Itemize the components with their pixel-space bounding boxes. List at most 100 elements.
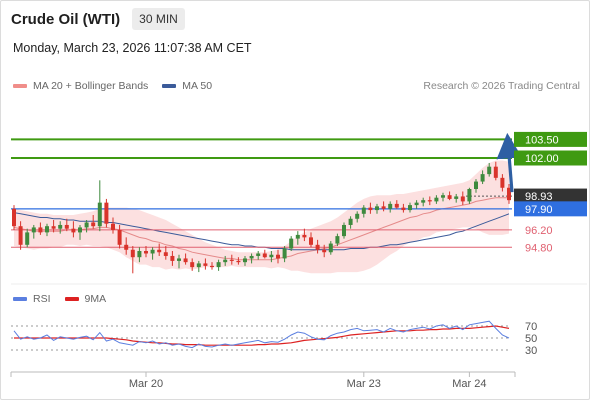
candle xyxy=(368,202,373,214)
candle-body xyxy=(177,258,181,261)
candle xyxy=(460,191,465,206)
rsi-tick-70: 70 xyxy=(525,321,537,333)
candle-body xyxy=(31,227,36,233)
candle xyxy=(78,224,82,240)
candle xyxy=(196,260,201,273)
candle xyxy=(276,249,280,264)
candle-body xyxy=(276,254,280,259)
candle xyxy=(480,170,485,185)
candle-body xyxy=(236,260,241,263)
candle-body xyxy=(342,224,346,237)
candle xyxy=(157,243,162,256)
candle xyxy=(328,241,333,255)
candle-body xyxy=(203,263,208,266)
candle xyxy=(394,200,399,209)
candle-body xyxy=(84,222,89,228)
candle xyxy=(18,221,23,250)
candle-body xyxy=(454,196,459,199)
candle-body xyxy=(441,195,445,198)
candle xyxy=(375,203,379,214)
candle xyxy=(474,179,478,193)
level-label-box xyxy=(514,188,587,204)
candle-body xyxy=(216,262,221,268)
candle-body xyxy=(144,251,148,254)
timeframe-badge[interactable]: 30 MIN xyxy=(132,8,185,30)
candle xyxy=(441,192,445,202)
candle xyxy=(408,202,412,213)
timestamp: Monday, March 23, 2026 11:07:38 AM CET xyxy=(13,41,252,55)
candle-body xyxy=(394,203,399,208)
candle xyxy=(487,162,492,177)
candle-body xyxy=(223,259,228,263)
candle xyxy=(183,253,188,265)
candle-body xyxy=(71,228,76,233)
candle-body xyxy=(322,249,327,253)
level-label-text: 97.90 xyxy=(525,204,553,216)
candle xyxy=(309,232,313,248)
candle-body xyxy=(388,203,393,209)
candle-body xyxy=(269,254,274,258)
candle xyxy=(170,251,175,266)
candle-body xyxy=(45,226,49,233)
candle xyxy=(91,215,96,229)
level-label-text: 102.00 xyxy=(525,153,559,165)
candle xyxy=(401,203,406,213)
level-label-box xyxy=(514,150,587,166)
candle xyxy=(203,258,208,270)
instrument-title: Crude Oil (WTI) xyxy=(11,10,121,28)
legend-rsi-label: RSI xyxy=(33,293,51,305)
candle-body xyxy=(111,223,115,230)
candle-body xyxy=(256,253,261,256)
candle-body xyxy=(183,258,188,263)
level-label-96-20: 96.20 xyxy=(525,225,553,237)
candle-body xyxy=(137,251,142,258)
candle-body xyxy=(328,243,333,253)
bollinger-band-fill xyxy=(14,160,509,274)
candle-body xyxy=(170,255,175,261)
candle xyxy=(342,222,346,239)
candle-body xyxy=(427,200,432,202)
candle xyxy=(388,201,393,213)
credit-text: Research © 2026 Trading Central xyxy=(423,80,580,92)
candle xyxy=(427,196,432,206)
legend-rsi: RSI xyxy=(13,293,51,305)
candle xyxy=(467,187,472,204)
candle xyxy=(137,247,142,263)
rsi-line xyxy=(13,320,510,349)
candle xyxy=(150,247,155,260)
levels-layer xyxy=(11,138,512,248)
candle-body xyxy=(361,207,366,214)
x-tick-label: Mar 24 xyxy=(452,378,486,390)
candle xyxy=(104,198,109,228)
candle xyxy=(381,201,386,212)
legend-ma50-label: MA 50 xyxy=(182,80,213,92)
candle xyxy=(144,246,148,258)
candle xyxy=(111,217,115,234)
candle xyxy=(223,255,228,266)
candle-body xyxy=(302,234,307,238)
candle-body xyxy=(408,205,412,211)
candle xyxy=(262,249,267,259)
candle xyxy=(58,221,63,234)
candle-body xyxy=(381,206,386,209)
legend-ma20-label: MA 20 + Bollinger Bands xyxy=(33,80,149,92)
candle-body xyxy=(150,249,155,254)
candle-body xyxy=(434,197,439,202)
candle xyxy=(130,246,135,274)
candle-body xyxy=(421,200,426,203)
candle-body xyxy=(157,249,162,253)
candle xyxy=(447,191,452,201)
level-label-text: 98.93 xyxy=(525,191,553,203)
level-label-text: 96.20 xyxy=(525,225,553,237)
candle-body xyxy=(243,258,247,263)
candle-body xyxy=(91,222,96,227)
candle xyxy=(414,200,419,209)
candle-body xyxy=(196,263,201,268)
candle-body xyxy=(401,207,406,211)
candle xyxy=(500,174,505,192)
ma9-swatch xyxy=(64,297,79,301)
candle-body xyxy=(289,238,294,249)
candle-body xyxy=(117,229,122,245)
